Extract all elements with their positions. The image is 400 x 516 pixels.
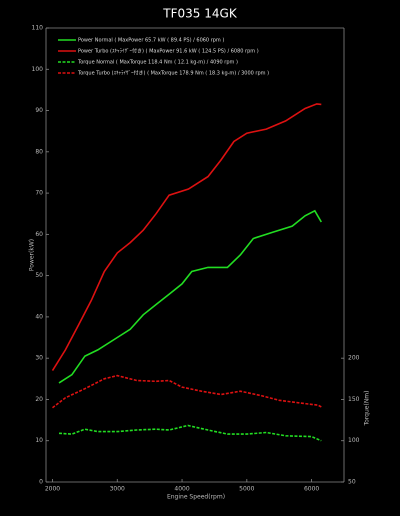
y-tick-label: 70 — [35, 190, 43, 197]
series-line — [58, 209, 322, 384]
series-line — [52, 374, 322, 409]
y-tick-label: 0 — [39, 479, 43, 486]
y2-tick-label: 50 — [348, 479, 356, 486]
y2-tick-label: 100 — [348, 437, 360, 444]
y-tick-label: 90 — [35, 107, 43, 114]
y-tick-label: 30 — [35, 355, 43, 362]
x-tick-label: 4000 — [174, 486, 189, 493]
y-tick-label: 80 — [35, 148, 43, 155]
series-line — [51, 103, 322, 372]
legend-label: Power Normal ( MaxPower 65.7 kW ( 89.4 P… — [78, 38, 224, 44]
y-axis-label: Power(kW) — [29, 239, 36, 271]
y-tick-label: 110 — [32, 25, 44, 32]
x-tick-label: 3000 — [110, 486, 125, 493]
y2-tick-label: 200 — [348, 355, 360, 362]
y2-axis-label: Torque(Nm) — [364, 391, 371, 427]
y-tick-label: 100 — [32, 66, 44, 73]
x-tick-label: 6000 — [304, 486, 319, 493]
legend-label: Power Turbo (ｽｷｬﾗｲｻﾞｰ付き) ( MaxPower 91.6… — [78, 48, 259, 55]
legend-label: Torque Turbo (ｽｷｬﾗｲｻﾞｰ付き) ( MaxTorque 17… — [77, 70, 269, 77]
series-line — [58, 424, 322, 442]
y-tick-label: 40 — [35, 313, 43, 320]
x-axis-label: Engine Speed(rpm) — [167, 494, 225, 501]
chart-title: TF035 14GK — [162, 7, 238, 21]
y-tick-label: 60 — [35, 231, 43, 238]
legend-label: Torque Normal ( MaxTorque 118.4 Nm ( 12.… — [77, 60, 238, 66]
y-tick-label: 20 — [35, 396, 43, 403]
x-tick-label: 2000 — [45, 486, 60, 493]
x-tick-label: 5000 — [239, 486, 254, 493]
y-tick-label: 50 — [35, 272, 43, 279]
y2-tick-label: 150 — [348, 396, 360, 403]
y-tick-label: 10 — [35, 437, 43, 444]
